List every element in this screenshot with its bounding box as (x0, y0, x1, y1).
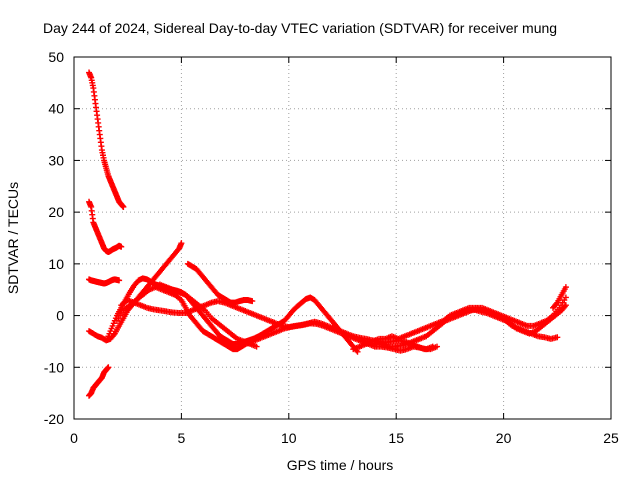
y-tick-label: 30 (48, 152, 64, 168)
data-point (562, 302, 569, 309)
y-tick-label: 40 (48, 101, 64, 117)
x-tick-label: 15 (388, 430, 404, 446)
data-point (110, 331, 117, 338)
data-point (562, 284, 569, 291)
x-tick-label: 20 (496, 430, 512, 446)
series-track9 (184, 260, 256, 306)
series-track2 (86, 198, 125, 255)
grid-layer (74, 57, 611, 419)
x-tick-label: 5 (178, 430, 186, 446)
data-point (554, 334, 561, 341)
x-tick-label: 0 (70, 430, 78, 446)
series-track4 (86, 364, 112, 399)
data-point (561, 303, 568, 310)
data-point (105, 364, 112, 371)
series-track1 (86, 69, 127, 210)
data-point (553, 300, 560, 307)
y-tick-labels: -20 -10 0 10 20 30 40 50 (44, 49, 64, 427)
data-point (120, 203, 127, 210)
series-track3 (86, 276, 123, 287)
y-tick-label: -10 (44, 359, 64, 375)
y-tick-label: 50 (48, 49, 64, 65)
data-points (86, 69, 569, 399)
plot-frame (73, 56, 612, 420)
data-point (116, 277, 123, 284)
chart-title: Day 244 of 2024, Sidereal Day-to-day VTE… (43, 20, 557, 36)
series-track13 (457, 306, 561, 342)
data-point (118, 243, 125, 250)
x-tick-label: 25 (603, 430, 619, 446)
tick-marks (73, 56, 612, 420)
x-tick-labels: 0 5 10 15 20 25 (70, 430, 619, 446)
data-point (562, 294, 569, 301)
y-tick-label: 0 (56, 308, 64, 324)
data-point (249, 298, 256, 305)
data-point (434, 343, 441, 350)
series-track14 (550, 284, 569, 311)
y-tick-label: 10 (48, 256, 64, 272)
y-axis-label: SDTVAR / TECUs (5, 182, 21, 294)
x-tick-label: 10 (281, 430, 297, 446)
x-axis-label: GPS time / hours (287, 457, 394, 473)
data-point (253, 343, 260, 350)
series-track10 (156, 281, 260, 350)
data-point (178, 240, 185, 247)
y-tick-label: -20 (44, 411, 64, 427)
series-track8 (118, 297, 441, 353)
y-tick-label: 20 (48, 204, 64, 220)
series-track6 (105, 275, 361, 355)
